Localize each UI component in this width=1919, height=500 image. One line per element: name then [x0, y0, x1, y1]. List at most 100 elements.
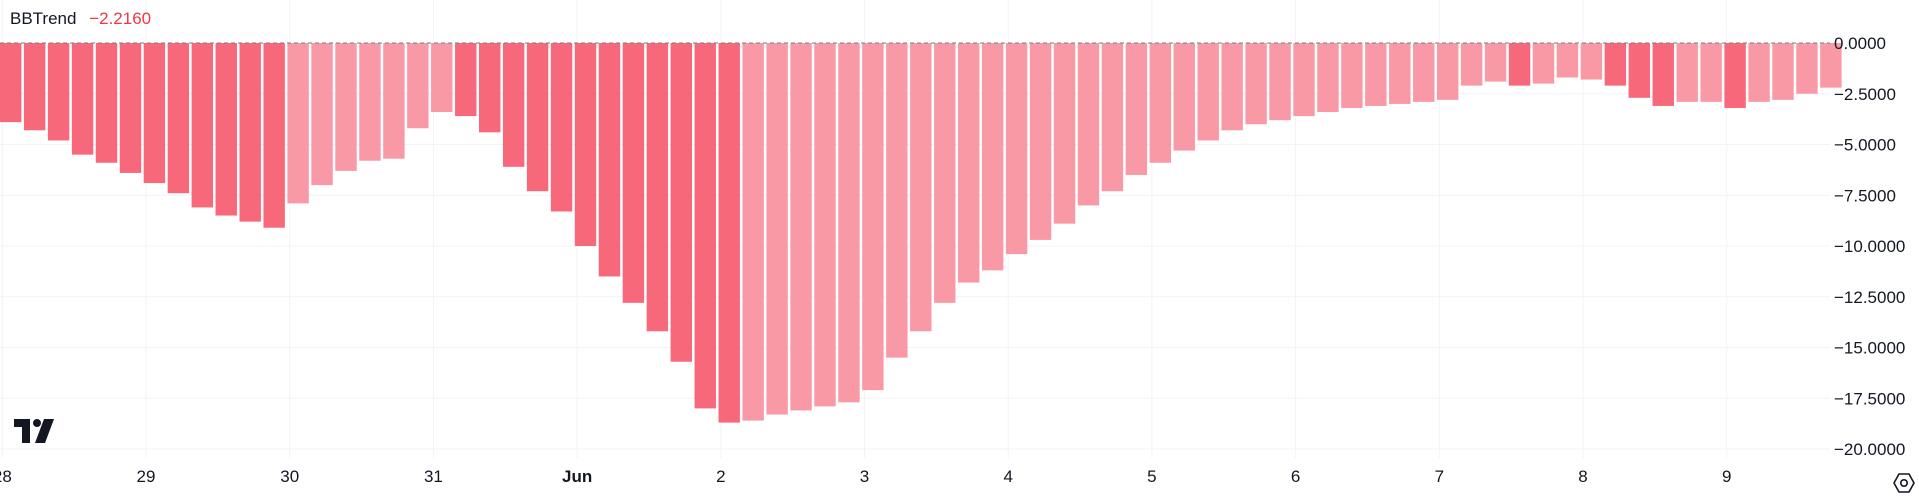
- indicator-legend[interactable]: BBTrend −2.2160: [10, 9, 151, 29]
- histogram-bar[interactable]: [215, 43, 237, 216]
- histogram-bar[interactable]: [1077, 43, 1100, 206]
- y-axis[interactable]: 0.0000 −2.5000 −5.0000 −7.5000 −10.0000 −12.5…: [1834, 34, 1905, 459]
- histogram-bar[interactable]: [502, 43, 525, 167]
- histogram-bar[interactable]: [1389, 43, 1411, 104]
- x-tick-label: 8: [1578, 467, 1587, 486]
- histogram-bar[interactable]: [1437, 43, 1459, 100]
- histogram-bar[interactable]: [1796, 43, 1818, 94]
- tradingview-logo-icon[interactable]: [14, 418, 60, 444]
- histogram-bar[interactable]: [287, 43, 309, 204]
- histogram-bar[interactable]: [191, 43, 213, 208]
- histogram-bar[interactable]: [1365, 43, 1387, 106]
- histogram-bar[interactable]: [622, 43, 645, 303]
- histogram-bar[interactable]: [335, 43, 357, 171]
- histogram-bar[interactable]: [1005, 43, 1028, 255]
- histogram-bar[interactable]: [790, 43, 812, 411]
- histogram-bar[interactable]: [526, 43, 549, 192]
- y-tick-label: 0.0000: [1834, 34, 1886, 53]
- x-tick-label: 9: [1722, 467, 1731, 486]
- histogram-bar[interactable]: [742, 43, 764, 421]
- histogram-bar[interactable]: [1341, 43, 1363, 108]
- histogram-bar[interactable]: [1317, 43, 1339, 113]
- histogram-bar[interactable]: [71, 43, 94, 155]
- x-tick-label: 2: [716, 467, 725, 486]
- histogram-bar[interactable]: [1149, 43, 1171, 163]
- histogram-bar[interactable]: [814, 43, 836, 407]
- x-axis[interactable]: 28 29 30 31 Jun 2 3 4 5 6 7 8 9: [0, 467, 1731, 486]
- histogram-bar[interactable]: [1053, 43, 1076, 224]
- histogram-bar[interactable]: [1245, 43, 1267, 125]
- histogram-bar[interactable]: [1484, 43, 1507, 82]
- histogram-bar[interactable]: [1269, 43, 1291, 121]
- histogram-bar[interactable]: [1700, 43, 1722, 102]
- histogram-bar[interactable]: [1772, 43, 1794, 100]
- histogram-bar[interactable]: [1532, 43, 1555, 84]
- y-tick-label: −2.5000: [1834, 85, 1896, 104]
- histogram-bar[interactable]: [1748, 43, 1770, 102]
- settings-gear-icon[interactable]: [1892, 471, 1916, 495]
- y-tick-label: −5.0000: [1834, 136, 1896, 155]
- x-tick-label: 3: [860, 467, 869, 486]
- histogram-bar[interactable]: [1724, 43, 1746, 108]
- histogram-bar[interactable]: [1125, 43, 1148, 175]
- histogram-bar[interactable]: [1173, 43, 1195, 151]
- histogram-bar[interactable]: [766, 43, 788, 415]
- histogram-bar[interactable]: [718, 43, 740, 423]
- histogram-bar[interactable]: [862, 43, 884, 391]
- histogram-bar[interactable]: [646, 43, 669, 332]
- histogram-bar[interactable]: [1628, 43, 1650, 98]
- histogram-bar[interactable]: [383, 43, 405, 159]
- histogram-bar[interactable]: [431, 43, 453, 113]
- x-tick-label: 28: [0, 467, 12, 486]
- indicator-name: BBTrend: [10, 9, 77, 28]
- indicator-value: −2.2160: [89, 9, 152, 28]
- histogram-bar[interactable]: [47, 43, 70, 141]
- histogram-bar[interactable]: [1221, 43, 1243, 131]
- histogram-bar[interactable]: [407, 43, 429, 129]
- histogram-bar[interactable]: [1460, 43, 1483, 86]
- histogram-bar[interactable]: [311, 43, 333, 186]
- histogram-bar[interactable]: [1413, 43, 1435, 102]
- y-tick-label: −17.5000: [1834, 389, 1905, 408]
- histogram-bar[interactable]: [550, 43, 573, 212]
- x-tick-label: 29: [137, 467, 156, 486]
- histogram-bar[interactable]: [910, 43, 932, 332]
- x-tick-label: 4: [1003, 467, 1012, 486]
- histogram-bar[interactable]: [1604, 43, 1627, 86]
- histogram-bar[interactable]: [167, 43, 190, 194]
- histogram-bar[interactable]: [239, 43, 261, 222]
- histogram-bar[interactable]: [263, 43, 285, 228]
- histogram-bar[interactable]: [598, 43, 621, 277]
- histogram-bar[interactable]: [23, 43, 46, 131]
- histogram-bar[interactable]: [1676, 43, 1698, 102]
- y-tick-label: −12.5000: [1834, 288, 1905, 307]
- histogram-bar[interactable]: [694, 43, 716, 409]
- histogram-bar[interactable]: [958, 43, 980, 283]
- histogram-bar[interactable]: [1580, 43, 1603, 80]
- x-tick-label: 6: [1291, 467, 1300, 486]
- histogram-bar[interactable]: [838, 43, 860, 403]
- histogram-bar[interactable]: [455, 43, 477, 117]
- histogram-bar[interactable]: [574, 43, 597, 246]
- histogram-bar[interactable]: [1652, 43, 1674, 106]
- histogram-bar[interactable]: [1029, 43, 1052, 240]
- histogram-bar[interactable]: [143, 43, 166, 184]
- histogram-bar[interactable]: [1197, 43, 1219, 141]
- histogram-bar[interactable]: [1508, 43, 1531, 86]
- histogram-bar[interactable]: [359, 43, 381, 161]
- histogram-bar[interactable]: [1820, 43, 1842, 88]
- histogram-bar[interactable]: [1556, 43, 1579, 78]
- histogram-bar[interactable]: [886, 43, 908, 358]
- histogram-bar[interactable]: [934, 43, 956, 303]
- histogram-bar[interactable]: [119, 43, 142, 173]
- histogram-bar[interactable]: [95, 43, 118, 163]
- histogram-bar[interactable]: [0, 43, 22, 123]
- histogram-bar[interactable]: [670, 43, 692, 362]
- x-tick-label: 30: [280, 467, 299, 486]
- x-tick-label: Jun: [562, 467, 592, 486]
- histogram-bar[interactable]: [1293, 43, 1315, 117]
- histogram-bar[interactable]: [1101, 43, 1124, 192]
- histogram-bar[interactable]: [479, 43, 501, 133]
- y-tick-label: −15.0000: [1834, 339, 1905, 358]
- histogram-bar[interactable]: [981, 43, 1004, 271]
